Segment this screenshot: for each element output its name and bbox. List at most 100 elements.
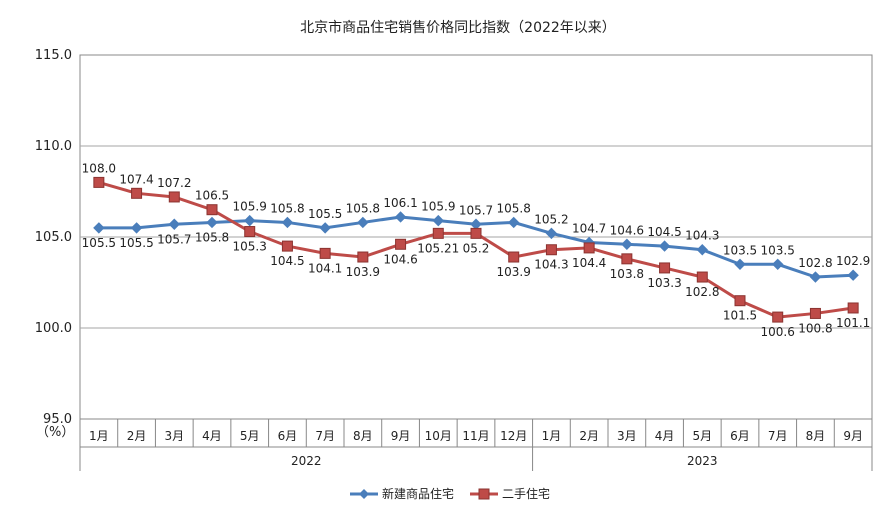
data-label: 104.5 [270,254,304,268]
data-label: 103.9 [346,265,380,279]
year-label: 2022 [291,454,322,468]
legend-item: 新建商品住宅 [350,486,454,501]
data-label: 103.5 [723,243,757,257]
data-point [206,204,218,216]
x-tick-label: 6月 [278,429,298,443]
legend-item: 二手住宅 [470,486,550,501]
data-point [319,247,331,259]
data-point [470,227,482,239]
data-label: 100.8 [798,321,832,335]
x-tick-label: 8月 [806,429,826,443]
data-point [847,302,859,314]
data-point [395,238,407,250]
data-point [357,251,369,263]
data-point [809,271,822,283]
data-label: 102.9 [836,254,870,268]
data-point [847,269,859,281]
data-label: 100.6 [761,325,795,339]
x-tick-label: 10月 [425,429,452,443]
data-point [168,191,180,203]
y-axis-unit: （%） [36,425,74,440]
data-label: 05.2 [463,241,490,255]
data-label: 105.8 [497,201,531,215]
y-tick-label: 100.0 [35,321,72,336]
data-label: 103.3 [647,276,681,290]
x-tick-label: 4月 [202,429,222,443]
data-point [696,271,708,283]
x-tick-label: 4月 [655,429,675,443]
data-label: 102.8 [685,285,719,299]
data-label: 105.5 [308,207,342,221]
data-label: 103.9 [497,265,531,279]
data-label: 105.3 [233,240,267,254]
data-point [432,227,444,239]
x-tick-label: 9月 [843,429,863,443]
data-label: 105.8 [195,230,229,244]
data-label: 105.7 [459,203,493,217]
data-label: 105.9 [233,200,267,214]
data-point [244,214,256,227]
data-label: 105.2 [534,212,568,226]
data-point [545,244,557,256]
data-point [621,253,633,265]
data-point [394,211,407,223]
data-label: 105.5 [82,236,116,250]
data-label: 104.4 [572,256,606,270]
data-point [281,240,293,252]
data-point [659,262,671,274]
data-point [508,216,520,229]
data-point [809,307,821,319]
data-label: 104.6 [383,252,417,266]
x-tick-label: 1月 [542,429,562,443]
data-point [470,218,482,230]
data-point [734,258,746,271]
legend-label: 二手住宅 [502,486,550,501]
x-tick-label: 6月 [730,429,750,443]
x-tick-label: 7月 [768,429,788,443]
x-tick-label: 8月 [353,429,373,443]
x-tick-label: 2月 [127,429,147,443]
data-point [93,222,105,234]
x-tick-label: 3月 [617,429,637,443]
data-label: 106.5 [195,189,229,203]
data-point [357,216,369,229]
data-point [93,176,105,188]
data-label: 104.7 [572,221,606,235]
data-point [772,258,784,271]
data-label: 105.7 [157,232,191,246]
data-point [658,240,671,252]
legend-marker [359,489,369,499]
data-label: 101.1 [836,316,870,330]
data-label: 105.8 [270,201,304,215]
chart-title: 北京市商品住宅销售价格同比指数（2022年以来） [300,19,616,36]
x-axis: 1月 2月 3月 4月 5月 6月 7月 8月 9月 10月 11月 12月 1月 2月 3月 4月 5月 6月 7… [79,419,873,471]
data-label: 104.6 [610,223,644,237]
x-tick-label: 2月 [579,429,599,443]
data-label: 108.0 [82,161,116,175]
data-label: 105.8 [346,201,380,215]
legend: 新建商品住宅 二手住宅 [350,486,550,501]
data-point [168,218,180,230]
year-label: 2023 [687,454,718,468]
data-point [130,222,143,234]
data-point [545,227,558,240]
y-tick-label: 105.0 [35,230,72,245]
y-tick-label: 95.0 [43,412,72,427]
data-point [244,226,256,238]
y-tick-label: 115.0 [35,48,72,63]
data-point [319,222,331,234]
legend-label: 新建商品住宅 [382,486,454,501]
x-tick-label: 12月 [500,429,527,443]
data-point [772,311,784,323]
data-label: 103.8 [610,267,644,281]
legend-marker [478,488,490,500]
data-point [621,238,633,250]
data-label: 104.3 [685,229,719,243]
data-label: 106.1 [383,196,417,210]
data-point [206,216,218,229]
x-tick-label: 3月 [164,429,184,443]
